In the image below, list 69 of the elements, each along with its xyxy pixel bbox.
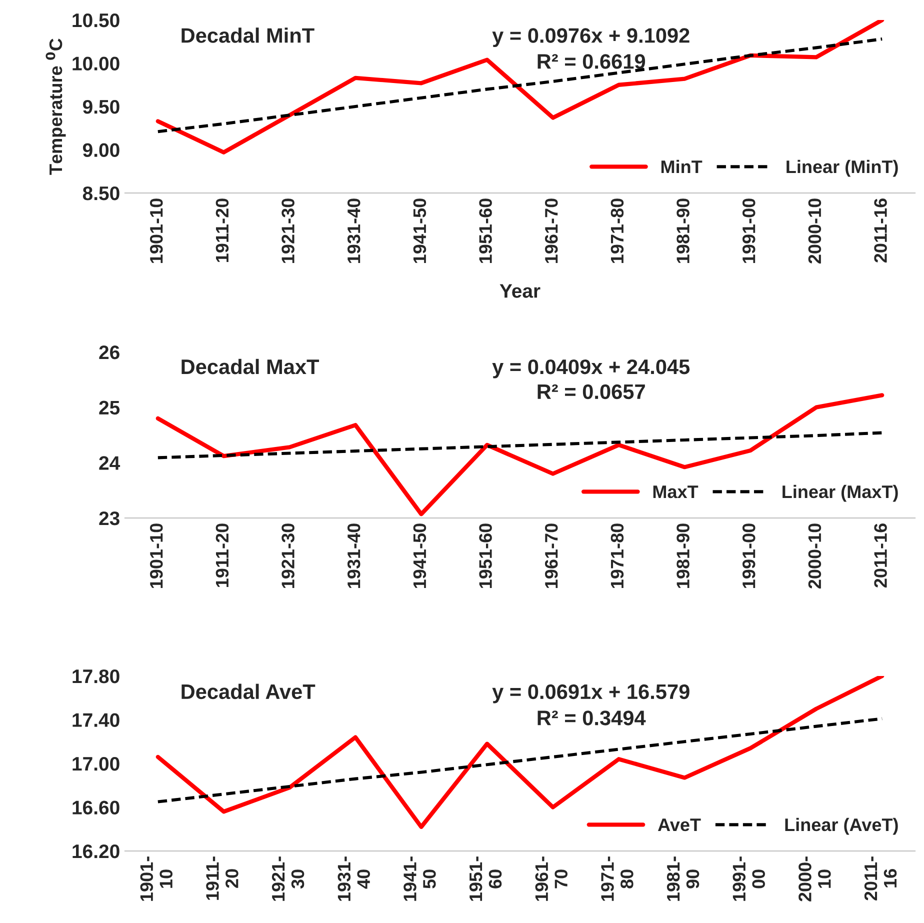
x-axis-title: Year [500, 284, 540, 298]
x-tick-label: 1911-20 [216, 524, 229, 587]
y-tick-label: 17.40 [72, 713, 120, 727]
y-tick-label: 23 [99, 511, 120, 526]
legend-label: MinT [661, 160, 702, 174]
y-tick-label: 24 [99, 456, 120, 470]
x-tick-label: 1911- 20 [206, 856, 238, 900]
x-tick-label: 2011-16 [874, 198, 887, 262]
annotation: R² = 0.6619 [538, 54, 646, 69]
x-tick-label: 1951- 60 [469, 856, 502, 901]
y-tick-label: 8.50 [82, 186, 120, 200]
x-tick-label: 1971-80 [610, 524, 624, 588]
x-tick-label: 1971-80 [610, 198, 624, 263]
x-tick-label: 1901-10 [150, 524, 163, 588]
x-tick-label: 1921- 30 [272, 856, 304, 901]
annotation: y = 0.0409x + 24.045 [492, 359, 690, 378]
x-tick-label: 1971- 80 [601, 856, 634, 901]
y-tick-label: 10.00 [72, 56, 120, 70]
x-tick-label: 1941-50 [413, 524, 426, 588]
x-tick-label: 1921-30 [282, 198, 294, 263]
line-series [156, 431, 884, 460]
x-tick-label: 1961- 70 [535, 856, 568, 901]
y-tick-label: 9.00 [82, 143, 120, 157]
x-tick-label: 1961-70 [544, 198, 558, 263]
y-tick-label: 16.60 [72, 800, 120, 814]
x-tick-label: 1921-30 [282, 524, 294, 588]
x-tick-label: 2000-10 [808, 198, 822, 264]
x-tick-label: 1901-10 [150, 198, 163, 263]
x-tick-label: 2000- 10 [798, 856, 831, 902]
y-tick-label: 17.00 [72, 756, 120, 771]
y-tick-label: 16.20 [72, 844, 120, 858]
line-series [156, 20, 884, 154]
y-axis-title: Temperature $^{0}$C [46, 38, 66, 175]
x-tick-label: 1981-90 [676, 524, 690, 588]
x-tick-label: 1991-00 [742, 198, 756, 263]
y-tick-label: 10.50 [72, 13, 120, 28]
x-tick-label: 1931-40 [347, 524, 360, 588]
x-tick-label: 1941-50 [413, 198, 426, 263]
x-tick-label: 1981- 90 [666, 856, 700, 901]
legend-label: Linear (AveT) [785, 818, 898, 835]
x-tick-label: 1991-00 [742, 524, 756, 588]
legend-label: AveT [658, 818, 701, 832]
x-tick-label: 1961-70 [544, 524, 558, 588]
x-tick-label: 1931- 40 [338, 856, 370, 901]
legend-label: Linear (MinT) [786, 160, 898, 177]
chart-title: Decadal MaxT [182, 358, 320, 374]
x-tick-label: 1941- 50 [404, 856, 436, 901]
x-tick-label: 2000-10 [808, 524, 822, 588]
x-tick-label: 1951-60 [479, 198, 492, 263]
x-tick-label: 1981-90 [676, 198, 690, 263]
annotation: y = 0.0691x + 16.579 [492, 684, 690, 704]
x-tick-label: 1931-40 [347, 198, 360, 263]
y-tick-label: 25 [99, 400, 120, 415]
x-tick-label: 2011-16 [874, 524, 887, 588]
x-tick-label: 1991- 00 [732, 856, 765, 901]
legend-label: Linear (MaxT) [782, 484, 898, 502]
legend-label: MaxT [653, 486, 698, 498]
x-tick-label: 1951-60 [479, 524, 492, 588]
y-tick-label: 26 [99, 345, 120, 360]
annotation: R² = 0.0657 [538, 384, 645, 400]
x-tick-label: 1911-20 [216, 198, 229, 262]
x-tick-label: 2011- 16 [864, 856, 897, 900]
annotation: R² = 0.3494 [538, 710, 646, 726]
chart-title: Decadal AveT [182, 684, 316, 700]
annotation: y = 0.0976x + 9.1092 [492, 28, 690, 48]
chart-title: Decadal MinT [182, 28, 314, 43]
x-tick-label: 1901- 10 [140, 856, 172, 901]
y-tick-label: 9.50 [82, 100, 120, 114]
y-tick-label: 17.80 [72, 669, 120, 684]
